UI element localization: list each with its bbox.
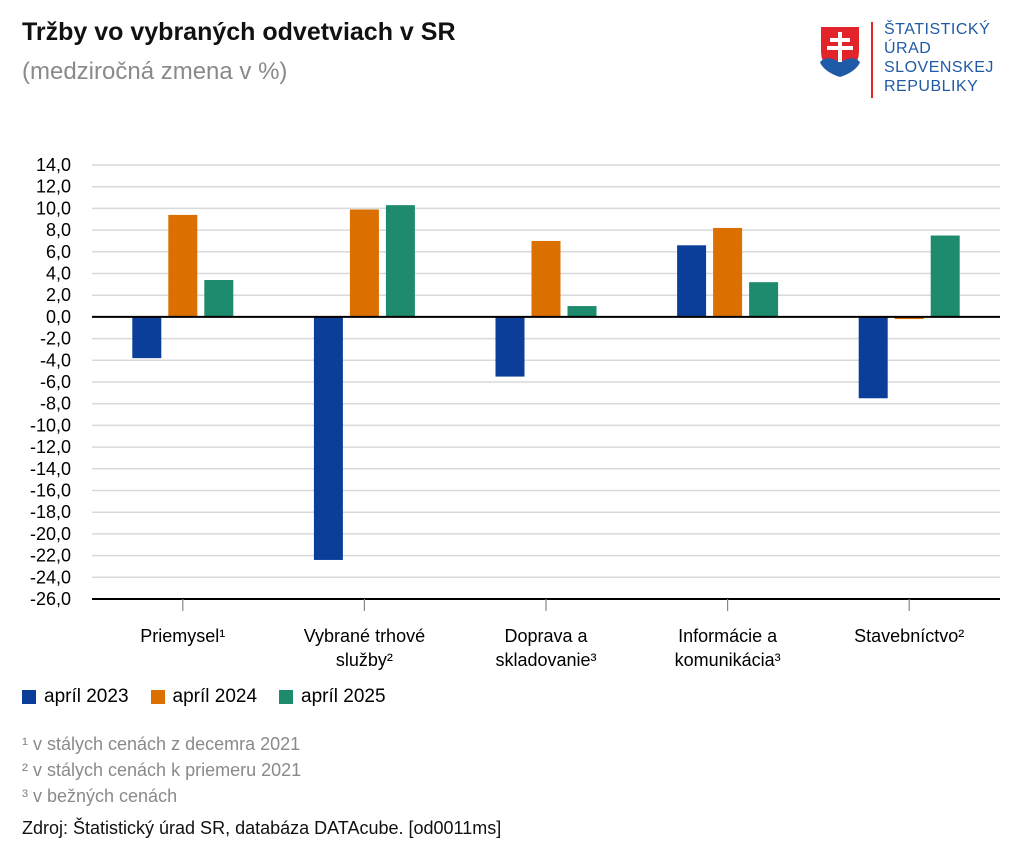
y-tick-label: 4,0 <box>46 264 71 284</box>
legend-swatch-2024 <box>150 690 165 704</box>
bar <box>894 316 924 320</box>
footnotes: ¹ v stálych cenách z decemra 2021 ² v st… <box>22 731 301 809</box>
y-tick-label: -6,0 <box>40 372 71 392</box>
bar <box>168 214 198 317</box>
y-tick-label: -26,0 <box>30 589 71 609</box>
bar <box>677 245 707 317</box>
y-tick-label: -12,0 <box>30 437 71 457</box>
y-tick-label: 14,0 <box>36 155 71 175</box>
x-category-label-line: komunikácia³ <box>675 650 781 670</box>
legend-label-2024: apríl 2024 <box>172 686 258 707</box>
legend-swatch-2023 <box>22 690 36 704</box>
x-category-label: Informácie a komunikácia³ <box>675 626 781 670</box>
source-note: Zdroj: Štatistický úrad SR, databáza DAT… <box>22 818 502 838</box>
x-category-label: Stavebníctvo² <box>854 626 964 646</box>
slovak-coat-of-arms-icon <box>819 25 861 78</box>
legend-label-2023: apríl 2023 <box>44 686 129 707</box>
x-category-label-line: Priemysel¹ <box>140 626 225 646</box>
chart-title: Tržby vo vybraných odvetviach v SR <box>22 18 456 46</box>
footnote-1: ¹ v stálych cenách z decemra 2021 <box>22 734 301 754</box>
bar <box>495 316 525 377</box>
logo-line-4: REPUBLIKY <box>884 78 979 95</box>
chart-subtitle: (medziročná zmena v %) <box>22 58 288 85</box>
bar <box>531 240 561 317</box>
y-tick-label: 10,0 <box>36 198 71 218</box>
legend-item-2023: apríl 2023 <box>22 686 129 708</box>
statistical-office-logo: ŠTATISTICKÝ ÚRAD SLOVENSKEJ REPUBLIKY <box>818 20 1008 100</box>
bar <box>713 227 743 317</box>
bar <box>313 316 343 560</box>
y-tick-label: 6,0 <box>46 242 71 262</box>
logo-line-2: ÚRAD <box>884 40 932 57</box>
y-tick-label: -24,0 <box>30 567 71 587</box>
y-tick-label: -16,0 <box>30 481 71 501</box>
y-tick-label: -10,0 <box>30 415 71 435</box>
bar <box>567 306 597 317</box>
bar <box>349 209 379 317</box>
y-tick-label: -8,0 <box>40 394 71 414</box>
bar <box>132 316 162 359</box>
bar <box>858 316 888 399</box>
logo-divider <box>871 22 873 98</box>
x-category-label: Doprava a skladovanie³ <box>495 626 596 670</box>
legend-swatch-2025 <box>279 690 294 704</box>
x-category-label-line: Vybrané trhové <box>304 626 425 646</box>
legend: apríl 2023 apríl 2024 apríl 2025 <box>22 686 386 708</box>
y-tick-label: -20,0 <box>30 524 71 544</box>
x-category-label: Vybrané trhové služby² <box>304 626 425 670</box>
bar <box>749 282 779 317</box>
footnote-3: ³ v bežných cenách <box>22 786 178 806</box>
bar <box>385 205 415 317</box>
y-tick-label: 12,0 <box>36 177 71 197</box>
x-category-label-line: Doprava a <box>504 626 588 646</box>
x-category-label-line: služby² <box>336 650 393 670</box>
x-category-labels: Priemysel¹ Vybrané trhové služby² Doprava a… <box>140 626 964 670</box>
x-category-label-line: Informácie a <box>678 626 778 646</box>
y-tick-label: -22,0 <box>30 546 71 566</box>
legend-label-2025: apríl 2025 <box>301 686 386 707</box>
y-tick-label: -18,0 <box>30 502 71 522</box>
x-category-label-line: Stavebníctvo² <box>854 626 964 646</box>
axes <box>92 315 1000 611</box>
bar <box>204 280 234 317</box>
logo-line-3: SLOVENSKEJ <box>884 59 994 76</box>
bars <box>132 205 960 560</box>
y-tick-label: 8,0 <box>46 220 71 240</box>
x-category-label: Priemysel¹ <box>140 626 225 646</box>
bar <box>930 235 960 317</box>
y-tick-labels: 14,012,010,08,06,04,02,00,0-2,0-4,0-6,0-… <box>30 155 71 609</box>
y-tick-label: -4,0 <box>40 350 71 370</box>
bar-chart: 14,012,010,08,06,04,02,00,0-2,0-4,0-6,0-… <box>30 155 1000 670</box>
logo-text: ŠTATISTICKÝ ÚRAD SLOVENSKEJ REPUBLIKY <box>884 20 994 96</box>
x-category-label-line: skladovanie³ <box>495 650 596 670</box>
logo-line-1: ŠTATISTICKÝ <box>884 21 991 38</box>
legend-item-2025: apríl 2025 <box>279 686 386 708</box>
y-tick-label: -14,0 <box>30 459 71 479</box>
footnote-2: ² v stálych cenách k priemeru 2021 <box>22 760 302 780</box>
y-tick-label: 0,0 <box>46 307 71 327</box>
y-tick-label: -2,0 <box>40 329 71 349</box>
legend-item-2024: apríl 2024 <box>150 686 258 708</box>
y-tick-label: 2,0 <box>46 285 71 305</box>
